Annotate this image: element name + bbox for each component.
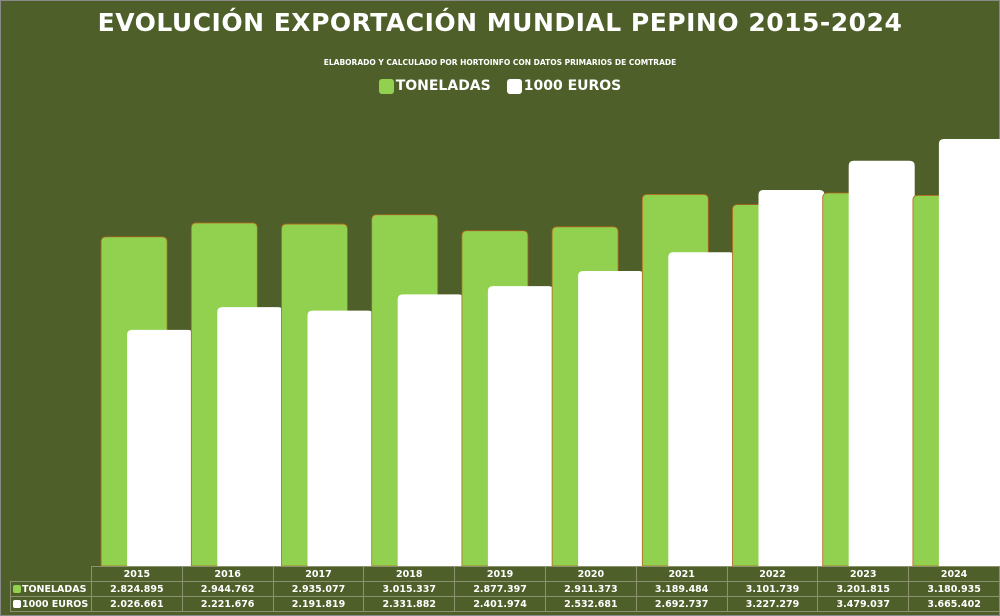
data-label: 2.401.974 [454, 596, 546, 612]
data-label: 2.221.676 [181, 596, 274, 612]
data-label: 3.665.402 [908, 596, 1000, 612]
legend-item-euros: 1000 EUROS [506, 78, 622, 94]
data-label: 2.944.762 [181, 581, 274, 597]
data-label: 2.692.737 [635, 596, 728, 612]
bar-euros-2024 [938, 138, 1000, 566]
bar-euros-2021 [668, 252, 735, 566]
data-label: 2.877.397 [454, 581, 546, 597]
legend-key-euros [13, 599, 21, 608]
data-label: 2.026.661 [90, 596, 183, 612]
bar-euros-2019 [487, 286, 554, 566]
data-table: 2015 2016 2017 2018 2019 2020 2021 2022 2023 2024… [10, 566, 1000, 612]
data-label: 2.935.077 [272, 581, 365, 597]
legend-key-toneladas [13, 584, 21, 593]
category-label: 2017 [272, 566, 365, 582]
data-label: 2.331.882 [363, 596, 456, 612]
bar-euros-2022 [758, 190, 825, 566]
bar-euros-2023 [848, 160, 915, 566]
data-label: 3.201.815 [817, 581, 910, 597]
bar-euros-2017 [307, 310, 374, 566]
row-header-toneladas: TONELADAS [10, 581, 92, 597]
bar-euros-2015 [127, 329, 194, 566]
table-corner [10, 566, 92, 582]
row-header-euros: 1000 EUROS [10, 596, 92, 612]
category-label: 2016 [181, 566, 274, 582]
data-label: 3.015.337 [363, 581, 456, 597]
bar-euros-2020 [578, 270, 645, 566]
data-label: 2.191.819 [272, 596, 365, 612]
bar-euros-2018 [397, 294, 464, 566]
data-label: 3.180.935 [908, 581, 1000, 597]
row-header-label: TONELADAS [22, 583, 87, 595]
data-label: 3.189.484 [635, 581, 728, 597]
legend-label: TONELADAS [395, 78, 491, 94]
category-label: 2018 [363, 566, 456, 582]
data-label: 3.101.739 [726, 581, 819, 597]
legend-label: 1000 EUROS [523, 78, 622, 94]
category-label: 2019 [454, 566, 546, 582]
chart-title: EVOLUCIÓN EXPORTACIÓN MUNDIAL PEPINO 201… [97, 8, 903, 37]
legend-swatch-euros [506, 78, 522, 94]
legend-item-toneladas: TONELADAS [378, 78, 491, 94]
legend: TONELADAS 1000 EUROS [0, 78, 1000, 94]
bar-euros-2016 [217, 307, 284, 566]
chart-subtitle: ELABORADO Y CALCULADO POR HORTOINFO CON … [323, 58, 677, 67]
category-label: 2020 [544, 566, 637, 582]
data-label: 2.532.681 [544, 596, 637, 612]
category-label: 2021 [635, 566, 728, 582]
category-label: 2015 [90, 566, 183, 582]
category-label: 2022 [726, 566, 819, 582]
data-label: 2.824.895 [90, 581, 183, 597]
category-label: 2024 [908, 566, 1000, 582]
data-label: 2.911.373 [544, 581, 637, 597]
category-label: 2023 [817, 566, 910, 582]
data-label: 3.479.037 [817, 596, 910, 612]
data-label: 3.227.279 [726, 596, 819, 612]
row-header-label: 1000 EUROS [22, 598, 89, 610]
legend-swatch-toneladas [378, 78, 394, 94]
